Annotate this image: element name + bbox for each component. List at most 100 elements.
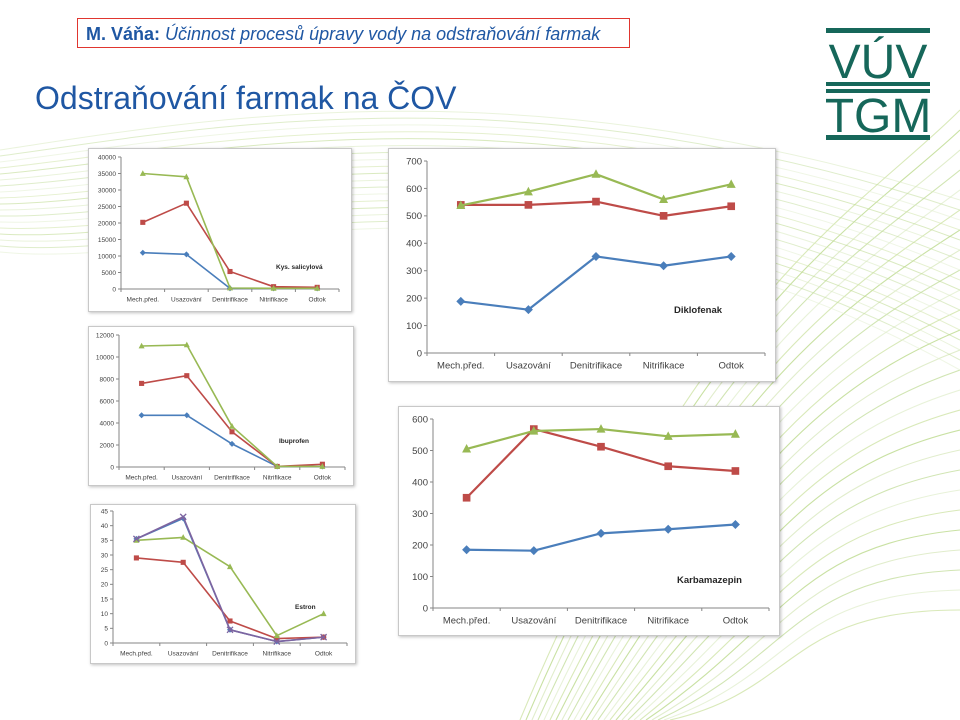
- logo-line1: VÚV: [829, 35, 928, 89]
- data-point-green: [139, 170, 146, 176]
- header-banner: M. Váňa: Účinnost procesů úpravy vody na…: [77, 18, 630, 48]
- background-curve: [615, 429, 960, 720]
- y-tick-label: 0: [423, 603, 428, 614]
- logo-line2: TGM: [826, 90, 930, 140]
- x-tick-label: Mech.před.: [127, 297, 160, 304]
- y-tick-label: 40000: [98, 154, 116, 161]
- y-tick-label: 0: [112, 286, 116, 293]
- y-tick-label: 10000: [96, 354, 114, 361]
- chart-annotation: Kys. salicylová: [276, 264, 323, 271]
- y-tick-label: 5: [104, 626, 108, 633]
- chart-estron: 0 5 10 15 20 25 30 35 40 45 Mech.před. Usazování Den…: [90, 504, 356, 664]
- data-point-green: [229, 423, 235, 429]
- data-point-purple: [226, 626, 234, 634]
- data-point-blue: [730, 520, 740, 530]
- data-point-green: [462, 443, 472, 453]
- chart-ibuprofen: 0 2000 4000 6000 8000 10000 12000 Mech.před. Usa…: [88, 326, 354, 486]
- y-tick-label: 8000: [100, 376, 115, 383]
- data-point-purple: [132, 535, 140, 543]
- y-tick-label: 100: [406, 321, 422, 332]
- data-point-blue: [462, 545, 472, 555]
- chart-annotation: Ibuprofen: [279, 438, 309, 445]
- data-point-green: [730, 429, 740, 438]
- data-point-red: [184, 373, 190, 379]
- data-point-green: [659, 194, 669, 203]
- header-text: M. Váňa: Účinnost procesů úpravy vody na…: [86, 24, 600, 45]
- x-tick-label: Usazování: [506, 361, 551, 372]
- y-tick-label: 40: [101, 523, 109, 530]
- x-tick-label: Denitrifikace: [212, 651, 248, 658]
- page-title: Odstraňování farmak na ČOV: [35, 80, 457, 116]
- chart-kys-salicylova: 0 5000 10000 15000 20000 25000 30000 35000 40000…: [88, 148, 352, 312]
- y-tick-label: 35: [101, 538, 109, 545]
- y-tick-label: 12000: [96, 332, 114, 339]
- y-tick-label: 0: [104, 640, 108, 647]
- y-tick-label: 4000: [100, 420, 115, 427]
- data-point-green: [180, 534, 187, 540]
- series-line-red: [142, 202, 318, 289]
- series-line-green: [141, 344, 323, 468]
- x-tick-label: Nitrifikace: [647, 616, 689, 627]
- y-tick-label: 400: [412, 477, 428, 488]
- data-point-red: [140, 219, 146, 225]
- data-point-blue: [596, 528, 606, 538]
- x-tick-label: Nitrifikace: [259, 297, 288, 304]
- chart-karbamazepin: 0 100 200 300 400 500 600 Mech.před. Usazování De…: [398, 406, 780, 636]
- background-curve: [657, 569, 960, 720]
- data-point-green: [273, 632, 280, 639]
- x-tick-label: Usazování: [511, 616, 556, 627]
- chart-svg: 0 100 200 300 400 500 600 700 Mech.před. Usazován…: [406, 156, 766, 372]
- x-tick-label: Mech.před.: [437, 361, 485, 372]
- background-curve: [609, 409, 960, 720]
- y-tick-label: 400: [406, 239, 422, 250]
- data-point-green: [456, 200, 466, 210]
- data-point-blue: [183, 412, 190, 419]
- background-curve: [603, 389, 960, 720]
- data-point-red: [659, 212, 668, 220]
- y-tick-label: 25000: [98, 204, 116, 211]
- x-tick-label: Nitrifikace: [643, 361, 685, 372]
- data-point-red: [462, 493, 471, 502]
- x-tick-label: Usazování: [171, 475, 202, 482]
- data-point-red: [229, 429, 235, 435]
- data-point-green: [591, 169, 601, 178]
- y-tick-label: 700: [406, 156, 422, 167]
- background-curve: [645, 529, 960, 720]
- data-point-purple: [273, 638, 281, 645]
- data-point-blue: [139, 249, 146, 256]
- x-tick-label: Denitrifikace: [214, 475, 250, 482]
- x-tick-label: Denitrifikace: [570, 361, 622, 372]
- data-point-red: [183, 200, 189, 206]
- y-tick-label: 200: [412, 540, 428, 551]
- data-point-blue: [659, 261, 669, 271]
- data-point-red: [524, 201, 533, 209]
- y-tick-label: 200: [406, 293, 422, 304]
- x-tick-label: Denitrifikace: [212, 297, 248, 304]
- data-point-purple: [320, 633, 328, 641]
- y-tick-label: 0: [110, 464, 114, 471]
- data-point-green: [227, 563, 233, 570]
- data-point-green: [596, 424, 606, 433]
- series-line-red: [465, 427, 736, 499]
- data-point-blue: [229, 440, 235, 447]
- background-curve: [651, 549, 960, 720]
- data-point-green: [726, 179, 736, 188]
- background-curve: [663, 589, 960, 720]
- x-tick-label: Nitrifikace: [263, 475, 292, 482]
- x-tick-label: Mech.před.: [120, 651, 153, 658]
- data-point-red: [592, 197, 600, 206]
- background-curve: [621, 449, 960, 720]
- y-tick-label: 25: [101, 567, 109, 574]
- data-point-green: [529, 426, 539, 435]
- data-point-red: [597, 442, 605, 451]
- y-tick-label: 15000: [98, 237, 116, 244]
- y-tick-label: 500: [406, 211, 422, 222]
- data-point-red: [227, 618, 233, 624]
- background-curve: [633, 489, 960, 720]
- background-curve: [597, 369, 960, 720]
- y-tick-label: 600: [412, 414, 428, 425]
- chart-diklofenak: 0 100 200 300 400 500 600 700 Mech.před. Usazován…: [388, 148, 776, 382]
- y-tick-label: 6000: [100, 398, 115, 405]
- y-tick-label: 500: [412, 446, 428, 457]
- data-point-red: [731, 467, 740, 475]
